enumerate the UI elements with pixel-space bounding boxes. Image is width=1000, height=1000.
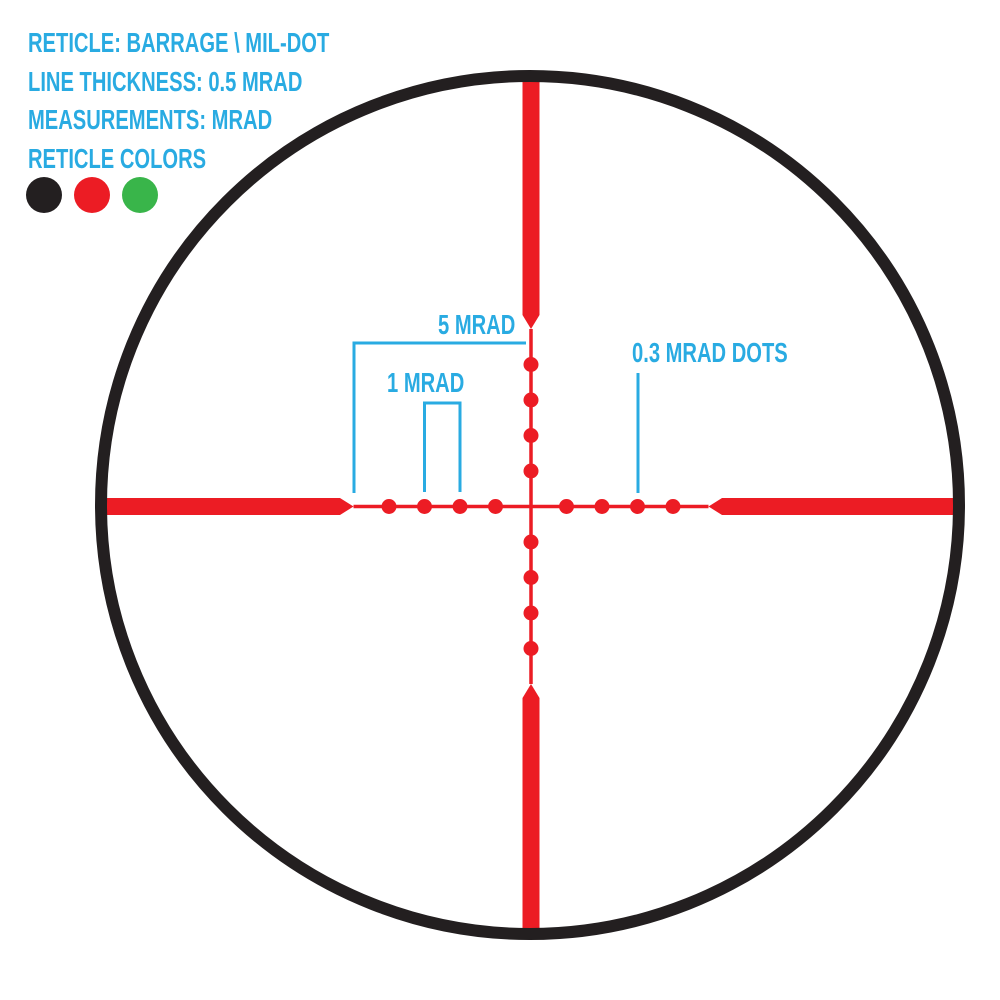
mil-dot [523, 641, 539, 656]
one-mrad-bracket [423, 401, 462, 492]
scope-ring [95, 70, 965, 940]
mil-dot [630, 499, 645, 514]
spec-line-measurements: MEASUREMENTS: MRAD [28, 104, 273, 135]
mil-dot [523, 463, 539, 479]
spec-line-line-thickness: LINE THICKNESS: 0.5 MRAD [28, 65, 303, 97]
dot-size-label: 0.3 MRAD DOTS [632, 337, 788, 368]
five-mrad-bracket [352, 341, 526, 493]
mil-dot [417, 499, 432, 514]
mil-dot [523, 534, 539, 550]
reticle-post-right [708, 498, 962, 515]
spec-line-reticle-colors: RETICLE COLORS [28, 142, 207, 174]
mil-dot [452, 499, 468, 514]
reticle-color-swatch-black [26, 177, 62, 213]
mil-dot [594, 499, 610, 514]
mil-dot [488, 499, 503, 514]
mil-dot [523, 428, 539, 443]
reticle-post-left [98, 498, 354, 515]
reticle-post-top [522, 73, 540, 329]
reticle-color-swatches [26, 177, 158, 213]
spec-header: RETICLE: BARRAGE \ MIL-DOT LINE THICKNES… [28, 24, 446, 178]
mil-dot [381, 499, 397, 514]
reticle-color-swatch-green [122, 177, 158, 213]
mil-dot [559, 499, 574, 514]
reticle-post-bottom [522, 684, 540, 937]
reticle-color-swatch-red [74, 177, 110, 213]
mil-dot [523, 605, 539, 621]
one-mrad-label: 1 MRAD [387, 367, 465, 398]
mil-dot [523, 570, 539, 585]
mil-dot [523, 392, 539, 408]
mil-dot [665, 499, 681, 514]
five-mrad-label: 5 MRAD [438, 309, 516, 340]
mil-dot [523, 357, 539, 372]
spec-line-reticle-name: RETICLE: BARRAGE \ MIL-DOT [28, 27, 330, 58]
mil-dots-group [381, 357, 681, 656]
